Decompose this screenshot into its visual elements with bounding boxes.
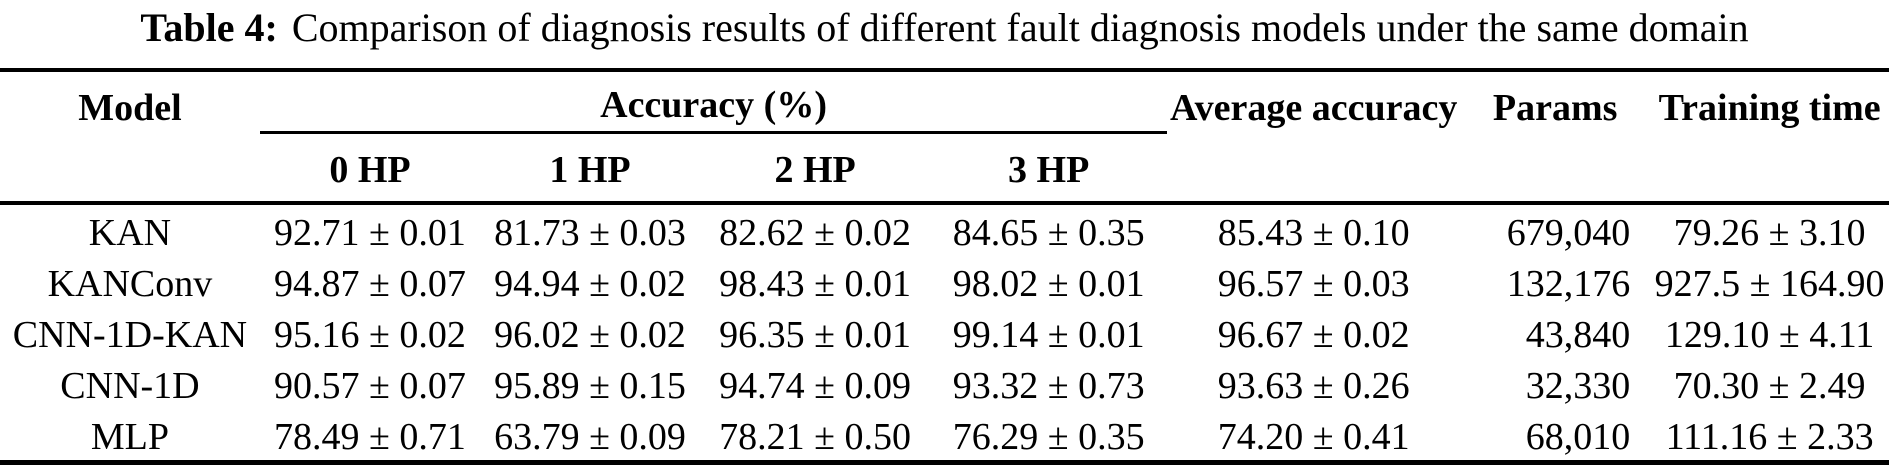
cell-2hp: 94.74 ± 0.09 — [719, 365, 912, 407]
table-row-cnn-1d: CNN-1D 90.57 ± 0.07 95.89 ± 0.15 94.74 ±… — [0, 358, 1889, 409]
cell-training-time: 927.5 ± 164.90 — [1654, 263, 1885, 305]
cell-0hp: 92.71 ± 0.01 — [274, 212, 466, 254]
table-caption: Table 4: Comparison of diagnosis results … — [0, 0, 1889, 52]
cell-1hp: 96.02 ± 0.02 — [494, 314, 686, 356]
cell-average-accuracy: 85.43 ± 0.10 — [1217, 212, 1410, 254]
header-0hp: 0 HP — [259, 132, 480, 205]
cell-0hp: 94.87 ± 0.07 — [274, 263, 466, 305]
cell-0hp: 95.16 ± 0.02 — [274, 314, 466, 356]
cell-model: KAN — [88, 212, 172, 254]
cell-average-accuracy: 96.67 ± 0.02 — [1217, 314, 1410, 356]
cell-params: 679,040 — [1506, 212, 1631, 254]
header-1hp: 1 HP — [479, 132, 701, 205]
cell-params: 68,010 — [1525, 416, 1631, 458]
header-params: Params — [1460, 70, 1651, 205]
cell-average-accuracy: 74.20 ± 0.41 — [1217, 416, 1410, 458]
cell-training-time: 70.30 ± 2.49 — [1673, 365, 1866, 407]
cell-1hp: 94.94 ± 0.02 — [494, 263, 686, 305]
cell-average-accuracy: 93.63 ± 0.26 — [1217, 365, 1410, 407]
cell-3hp: 99.14 ± 0.01 — [952, 314, 1145, 356]
table-row-kan: KAN 92.71 ± 0.01 81.73 ± 0.03 82.62 ± 0.… — [0, 203, 1889, 256]
cell-3hp: 84.65 ± 0.35 — [952, 212, 1145, 254]
cell-0hp: 78.49 ± 0.71 — [274, 416, 466, 458]
cell-0hp: 90.57 ± 0.07 — [274, 365, 466, 407]
cell-2hp: 78.21 ± 0.50 — [719, 416, 912, 458]
cell-model: KANConv — [47, 263, 213, 305]
cell-1hp: 95.89 ± 0.15 — [494, 365, 686, 407]
cell-1hp: 63.79 ± 0.09 — [494, 416, 686, 458]
header-row-sub: 0 HP 1 HP 2 HP 3 HP — [0, 132, 1889, 205]
cell-model: CNN-1D-KAN — [12, 314, 248, 356]
table-caption-text: Comparison of diagnosis results of diffe… — [291, 5, 1749, 50]
cell-3hp: 93.32 ± 0.73 — [952, 365, 1145, 407]
cell-params: 32,330 — [1525, 365, 1631, 407]
cell-training-time: 111.16 ± 2.33 — [1665, 416, 1874, 458]
cell-3hp: 98.02 ± 0.01 — [952, 263, 1145, 305]
cell-2hp: 82.62 ± 0.02 — [719, 212, 912, 254]
header-2hp: 2 HP — [700, 132, 931, 205]
cell-params: 43,840 — [1525, 314, 1631, 356]
table-row-cnn-1d-kan: CNN-1D-KAN 95.16 ± 0.02 96.02 ± 0.02 96.… — [0, 307, 1889, 358]
header-training-time: Training time — [1650, 70, 1889, 205]
cell-model: CNN-1D — [60, 365, 200, 407]
table-row-mlp: MLP 78.49 ± 0.71 63.79 ± 0.09 78.21 ± 0.… — [0, 409, 1889, 463]
table-caption-label: Table 4: — [140, 5, 278, 50]
table-row-kanconv: KANConv 94.87 ± 0.07 94.94 ± 0.02 98.43 … — [0, 256, 1889, 307]
header-row-main: Model Accuracy (%) Average accuracy Para… — [0, 70, 1889, 205]
cell-model: MLP — [90, 416, 170, 458]
cell-2hp: 96.35 ± 0.01 — [719, 314, 912, 356]
results-table: Model Accuracy (%) Average accuracy Para… — [0, 68, 1889, 465]
cell-2hp: 98.43 ± 0.01 — [719, 263, 912, 305]
cell-3hp: 76.29 ± 0.35 — [952, 416, 1145, 458]
header-accuracy-group: Accuracy (%) — [259, 70, 1168, 134]
header-model: Model — [0, 70, 260, 205]
cell-params: 132,176 — [1506, 263, 1631, 305]
cell-training-time: 129.10 ± 4.11 — [1664, 314, 1875, 356]
cell-1hp: 81.73 ± 0.03 — [494, 212, 686, 254]
cell-training-time: 79.26 ± 3.10 — [1673, 212, 1866, 254]
cell-average-accuracy: 96.57 ± 0.03 — [1217, 263, 1410, 305]
header-average-accuracy: Average accuracy — [1167, 70, 1461, 205]
header-3hp: 3 HP — [930, 132, 1168, 205]
